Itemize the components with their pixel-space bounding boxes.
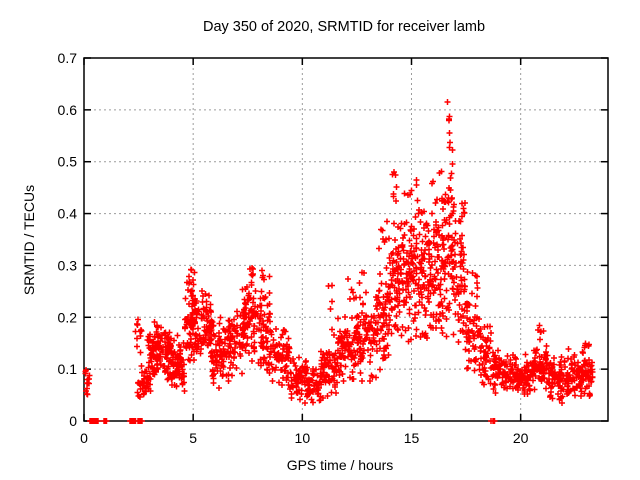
- y-tick-label: 0.5: [58, 154, 78, 170]
- tick-labels: 0 0.1 0.2 0.3 0.4 0.5 0.6 0.7 0 5 10 15 20: [58, 50, 529, 446]
- y-tick-label: 0.3: [58, 257, 78, 273]
- y-tick-label: 0.7: [58, 50, 78, 66]
- y-axis-label: SRMTID / TECUs: [21, 185, 37, 295]
- scatter-data-points: [82, 99, 596, 424]
- y-tick-label: 0.1: [58, 361, 78, 377]
- x-tick-label: 0: [80, 430, 88, 446]
- y-tick-label: 0: [69, 413, 77, 429]
- x-axis-label: GPS time / hours: [287, 457, 394, 473]
- x-tick-label: 15: [404, 430, 420, 446]
- y-tick-label: 0.6: [58, 102, 78, 118]
- x-tick-label: 5: [189, 430, 197, 446]
- y-tick-label: 0.4: [58, 206, 78, 222]
- x-tick-label: 10: [295, 430, 311, 446]
- plot-border: [83, 57, 609, 422]
- y-tick-label: 0.2: [58, 309, 78, 325]
- chart-title: Day 350 of 2020, SRMTID for receiver lam…: [203, 19, 485, 35]
- x-tick-label: 20: [513, 430, 529, 446]
